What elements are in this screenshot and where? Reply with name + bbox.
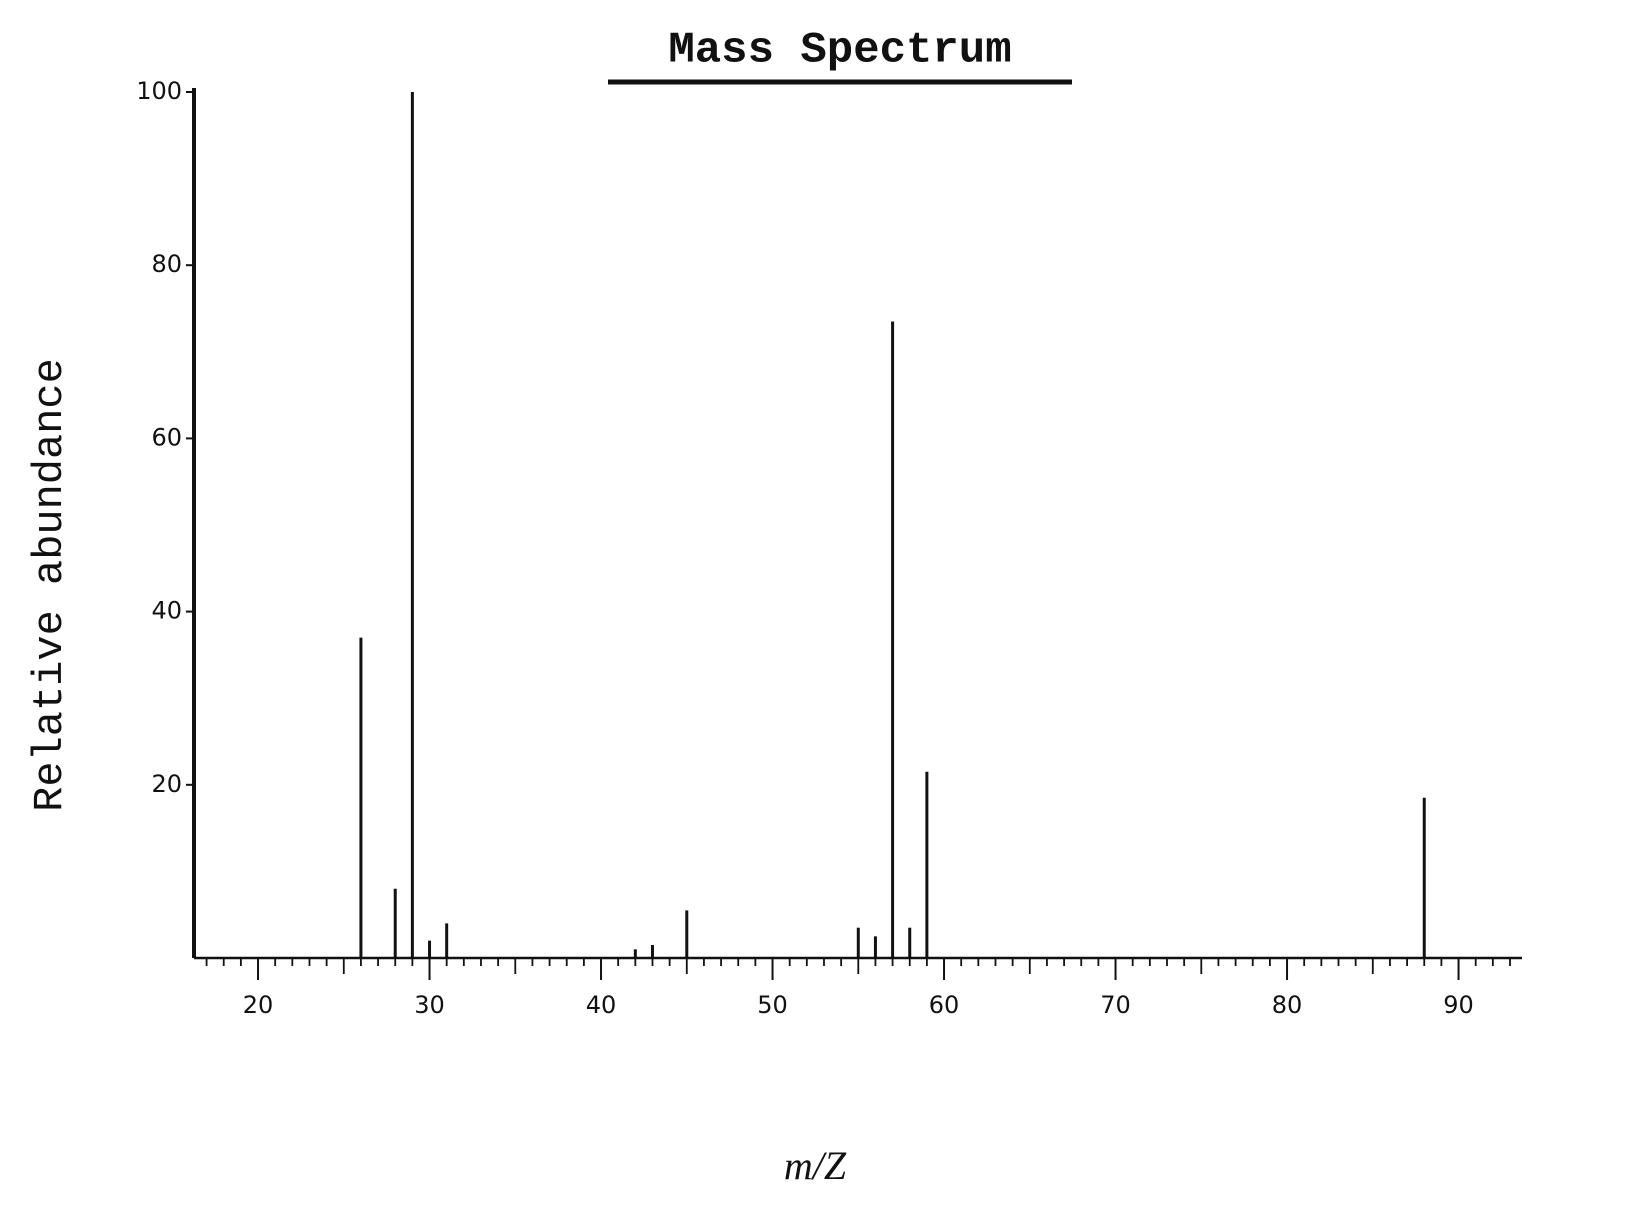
y-axis-label: Relative abundance <box>26 358 74 812</box>
x-tick-label: 40 <box>586 991 617 1019</box>
x-axis-label: m/Z <box>784 1143 847 1188</box>
y-tick-label: 80 <box>151 250 182 278</box>
x-tick-label: 50 <box>757 991 788 1019</box>
y-tick-label: 100 <box>136 77 182 105</box>
chart-title: Mass Spectrum <box>668 26 1011 76</box>
x-tick-label: 60 <box>929 991 960 1019</box>
y-tick-label: 20 <box>151 770 182 798</box>
x-tick-label: 80 <box>1272 991 1303 1019</box>
x-tick-label: 70 <box>1100 991 1131 1019</box>
x-tick-label: 30 <box>414 991 445 1019</box>
y-tick-label: 60 <box>151 423 182 451</box>
x-tick-label: 20 <box>243 991 274 1019</box>
y-tick-label: 40 <box>151 597 182 625</box>
x-tick-label: 90 <box>1443 991 1474 1019</box>
